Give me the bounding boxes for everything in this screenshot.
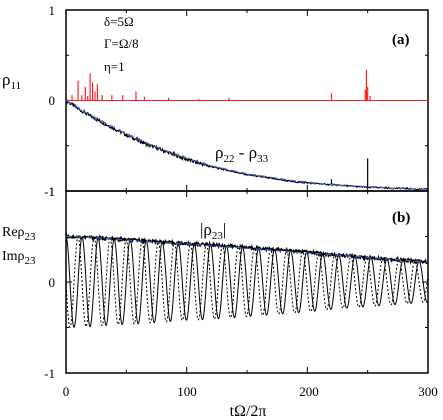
panel-b-ytick-0: 0 [49,275,56,290]
xtick-200: 200 [299,384,319,399]
re-rho23-label: Reρ23 [2,225,36,243]
param-delta: δ=5Ω [104,14,134,29]
xtick-0: 0 [63,384,70,399]
abs-rho23-label: |ρ23| [200,220,226,242]
panel-b-tag: (b) [392,210,410,226]
panel-a-ytick-1: 1 [49,3,56,18]
x-axis-title: tΩ/2π [230,403,267,420]
param-gamma: Γ=Ω/8 [104,36,139,51]
rho22-rho33-label: ρ22 - ρ33 [215,143,269,165]
panel-b-ytick-neg1: -1 [44,366,55,381]
panel-a-ytick-neg1: -1 [44,184,55,199]
abs-rho23-fit [65,235,429,263]
param-eta: η=1 [104,59,125,74]
re-rho23-curve [65,236,429,328]
panel-b-ytick-1: 1 [49,184,56,199]
xtick-100: 100 [177,384,197,399]
im-rho23-label: Imρ23 [2,249,36,267]
rho11-label: ρ11 [2,70,21,92]
panel-a-ytick-0: 0 [49,93,56,108]
panel-b [65,190,429,374]
panel-a-tag: (a) [392,32,410,48]
xtick-300: 300 [418,384,438,399]
